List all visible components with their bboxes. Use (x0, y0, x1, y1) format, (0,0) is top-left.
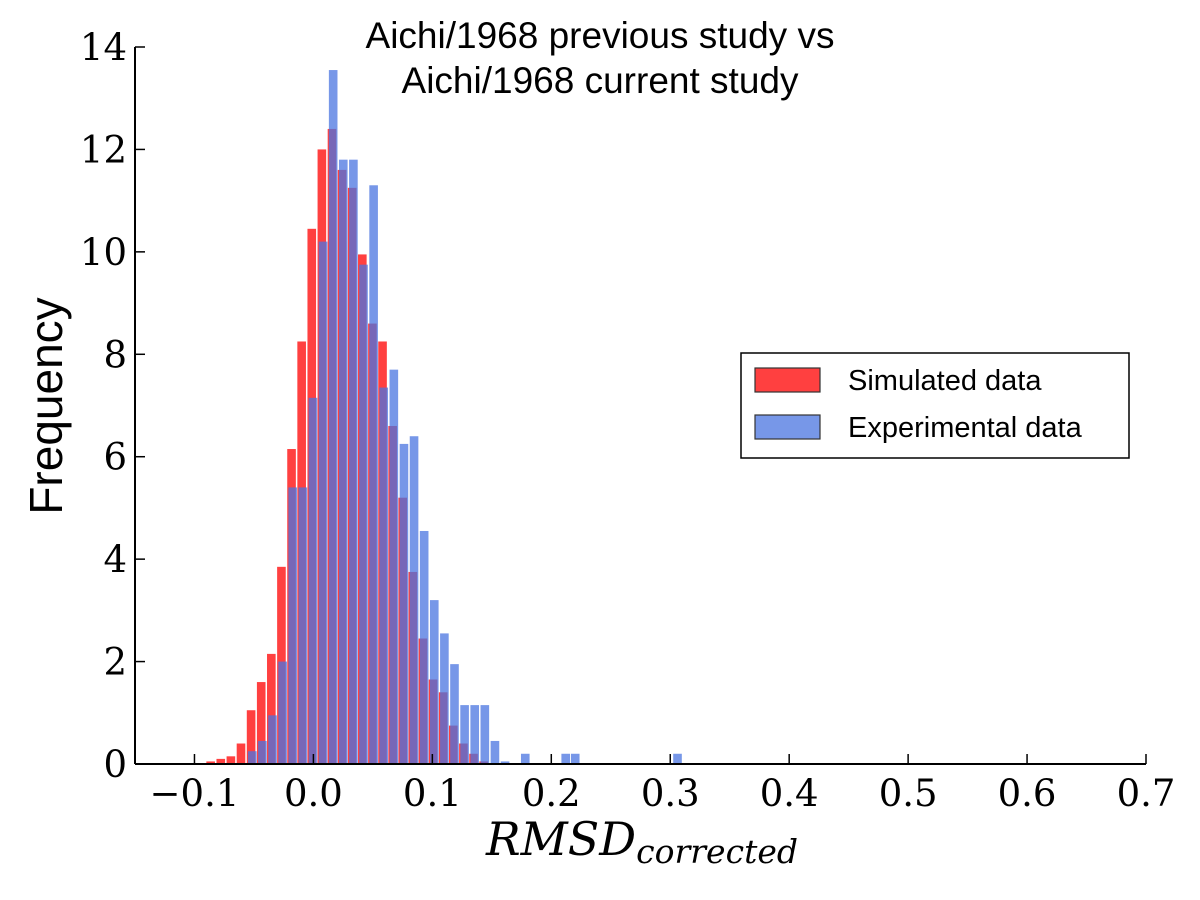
legend-label-simulated: Simulated data (848, 365, 1042, 397)
y-tick-label: 14 (80, 26, 127, 69)
y-tick-label: 4 (103, 538, 127, 581)
histogram-bar (399, 443, 409, 764)
histogram-bar (460, 705, 469, 764)
histogram-bar (490, 740, 500, 764)
legend-swatch-experimental (754, 414, 821, 440)
x-tick-label: 0.1 (403, 772, 462, 815)
histogram-bar (369, 185, 378, 764)
histogram-bar (268, 715, 277, 764)
histogram-bar (379, 387, 389, 764)
bars-layer (206, 70, 682, 765)
histogram-bar (308, 397, 318, 764)
histogram-bar (278, 661, 287, 764)
histogram-bar (226, 756, 236, 764)
series-experimental (247, 70, 682, 765)
chart-title-line-1: Aichi/1968 previous study vs (366, 15, 835, 56)
x-axis-label-main: RMSD (485, 812, 636, 866)
histogram-bar (246, 710, 256, 764)
y-tick-label: 2 (103, 641, 127, 684)
histogram-bar (440, 633, 449, 764)
x-tick-label: 0.3 (641, 772, 700, 815)
histogram-bar (216, 758, 226, 764)
x-ticks: −0.1 0.0 0.1 0.2 0.3 0.4 0.5 0.6 0.7 (150, 754, 1176, 815)
x-axis-label: RMSDcorrected (485, 812, 798, 871)
x-tick-label: 0.4 (760, 772, 819, 815)
y-tick-label: 12 (80, 128, 127, 171)
histogram-bar (267, 653, 276, 764)
histogram-bar (288, 487, 298, 764)
histogram-bar (520, 753, 530, 764)
histogram-bar (206, 761, 215, 764)
histogram-bar (480, 705, 490, 764)
histogram-bar (409, 436, 419, 764)
x-axis-label-subscript: corrected (636, 832, 798, 871)
histogram-bar (419, 530, 429, 764)
y-axis-label: Frequency (20, 297, 72, 514)
histogram-bar (500, 761, 510, 764)
x-tick-label: −0.1 (150, 772, 240, 815)
histogram-bar (236, 743, 246, 764)
y-ticks: 0 2 4 6 8 10 12 14 (80, 26, 145, 786)
y-tick-label: 10 (80, 231, 127, 274)
axes (134, 47, 1146, 765)
histogram-bar (318, 241, 328, 765)
histogram-bar (256, 682, 266, 764)
histogram-bar (561, 753, 571, 764)
legend: Simulated data Experimental data (740, 352, 1130, 459)
x-tick-label: 0.0 (284, 772, 343, 815)
y-tick-label: 8 (103, 333, 127, 376)
histogram-bar (450, 664, 459, 764)
x-tick-label: 0.2 (522, 772, 581, 815)
histogram-bar (470, 705, 480, 764)
histogram-bar (258, 740, 267, 764)
histogram-bar (570, 753, 580, 764)
histogram-bar (298, 487, 308, 764)
histogram-bar (338, 159, 348, 765)
histogram-bar (429, 600, 439, 764)
x-tick-label: 0.7 (1117, 772, 1176, 815)
histogram-bar (389, 369, 399, 764)
y-tick-label: 6 (103, 436, 127, 479)
histogram-bar (328, 70, 338, 765)
histogram-bar (359, 264, 368, 764)
legend-swatch-simulated (754, 367, 821, 393)
y-tick-label: 0 (103, 743, 127, 786)
histogram-bar (673, 753, 682, 764)
x-tick-label: 0.5 (879, 772, 938, 815)
histogram-bar (349, 159, 358, 765)
chart-title-line-2: Aichi/1968 current study (402, 60, 799, 101)
x-tick-label: 0.6 (998, 772, 1057, 815)
histogram-bar (247, 751, 257, 764)
legend-label-experimental: Experimental data (848, 412, 1083, 444)
